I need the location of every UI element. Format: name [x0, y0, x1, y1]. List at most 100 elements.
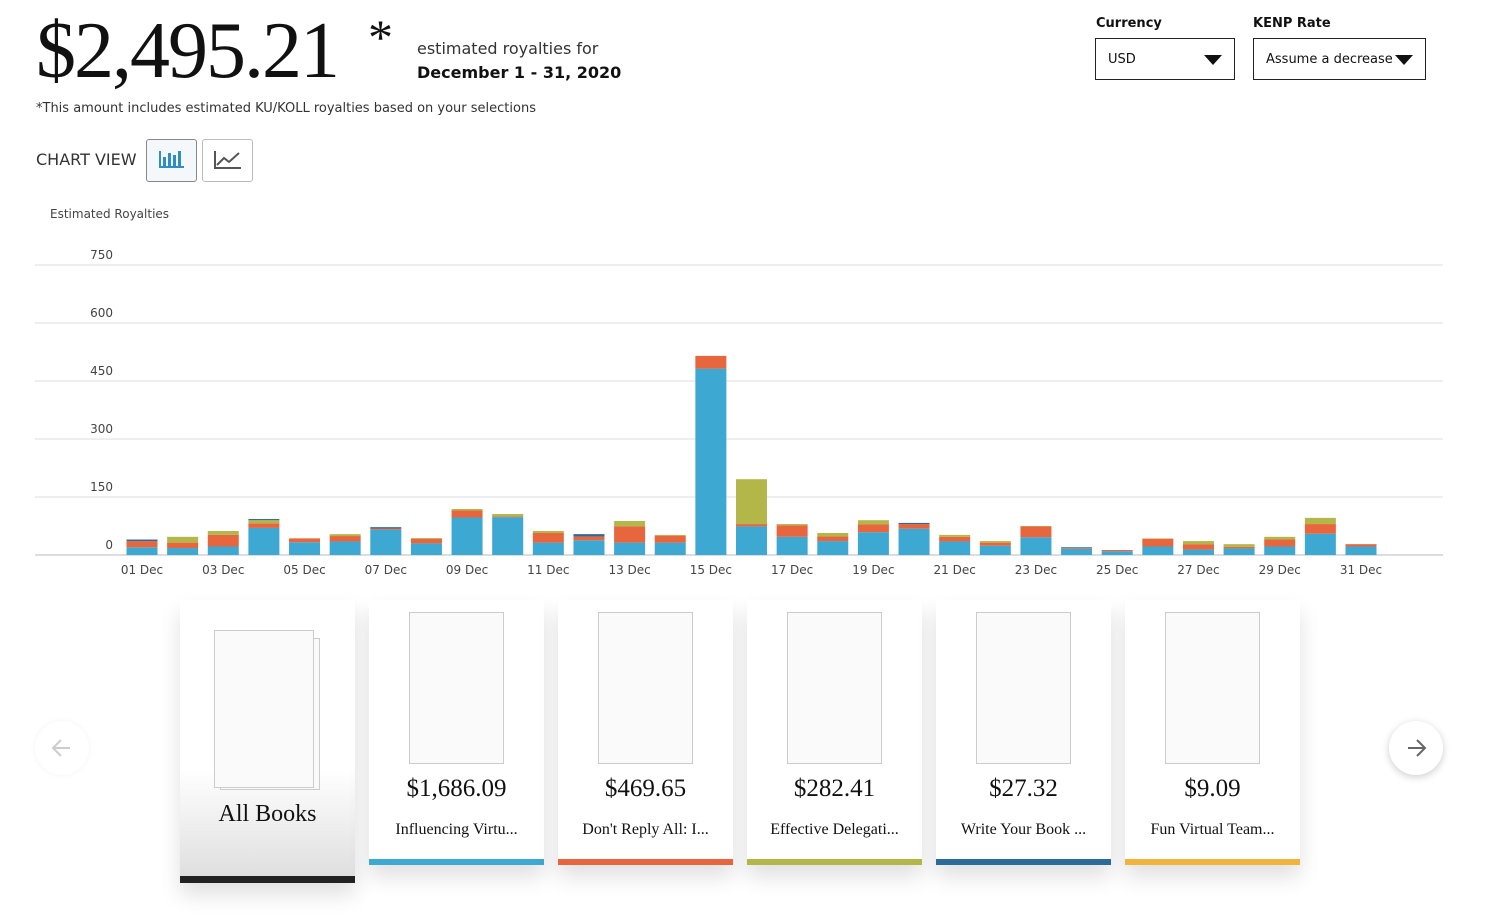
- line-view-button[interactable]: [202, 139, 253, 182]
- x-tick-label: 31 Dec: [1340, 563, 1382, 577]
- bar-segment: [370, 527, 402, 529]
- bar-segment: [979, 542, 1011, 546]
- cover: [1165, 612, 1260, 764]
- y-tick-label: 150: [90, 480, 113, 494]
- bar-segment: [1182, 541, 1214, 545]
- bar-segment: [410, 537, 442, 539]
- bar-segment: [573, 536, 605, 541]
- bar-segment: [817, 532, 849, 537]
- book-card[interactable]: $27.32 Write Your Book ...: [936, 600, 1111, 865]
- bar-segment: [1101, 551, 1133, 555]
- book-title: Don't Reply All: I...: [582, 821, 709, 838]
- y-tick-label: 750: [90, 248, 113, 262]
- bar-segment: [1182, 549, 1214, 555]
- prev-icon: [51, 739, 70, 757]
- line-icon: [214, 151, 241, 169]
- x-tick-label: 03 Dec: [202, 563, 244, 577]
- bar-segment: [207, 534, 239, 547]
- stripe: [936, 859, 1111, 865]
- stripe: [558, 859, 733, 865]
- bar-segment: [857, 532, 889, 555]
- bar-segment: [695, 355, 727, 369]
- bar-segment: [167, 536, 199, 543]
- x-tick-label: 21 Dec: [934, 563, 976, 577]
- bar-segment: [532, 531, 564, 533]
- currency-select[interactable]: USD: [1095, 38, 1235, 80]
- bar-segment: [1182, 544, 1214, 550]
- bar-segment: [979, 545, 1011, 555]
- bar-segment: [167, 548, 199, 555]
- bar-segment: [492, 514, 524, 517]
- bar-segment: [1101, 549, 1133, 552]
- bar-segment: [329, 541, 361, 555]
- x-tick-label: 15 Dec: [690, 563, 732, 577]
- bar-segment: [248, 527, 280, 555]
- bar-segment: [289, 538, 321, 543]
- y-tick-label: 0: [105, 538, 113, 552]
- bar-segment: [1304, 517, 1336, 525]
- bar-segment: [1345, 546, 1377, 555]
- bar-segment: [654, 542, 686, 555]
- book-royalty: $282.41: [793, 775, 876, 802]
- bar-segment: [654, 534, 686, 536]
- bar-segment: [370, 528, 402, 530]
- bar-segment: [126, 547, 158, 555]
- bar-view-button[interactable]: [146, 139, 197, 182]
- bar-segment: [979, 541, 1011, 543]
- bar-segment: [817, 541, 849, 555]
- bar-segment: [1264, 536, 1296, 540]
- bar-segment: [736, 479, 767, 525]
- next-button[interactable]: [1389, 721, 1443, 775]
- bar-segment: [614, 542, 646, 555]
- book-card[interactable]: $282.41 Effective Delegati...: [747, 600, 922, 865]
- all-books-label: All Books: [218, 801, 317, 827]
- x-tick-label: 01 Dec: [121, 563, 163, 577]
- bar-segment: [492, 516, 524, 518]
- bar-segment: [410, 543, 442, 555]
- bar-segment: [451, 517, 483, 555]
- bar-segment: [1345, 544, 1377, 547]
- bar-segment: [126, 541, 158, 548]
- currency-label: Currency: [1096, 16, 1162, 31]
- bar-segment: [248, 519, 280, 521]
- all-books-card[interactable]: All Books: [180, 600, 355, 883]
- bar-segment: [1142, 538, 1174, 547]
- book-royalty: $469.65: [604, 775, 687, 802]
- book-card[interactable]: $1,686.09 Influencing Virtu...: [369, 600, 544, 865]
- bar-segment: [207, 546, 239, 555]
- bar-segment: [614, 526, 646, 543]
- cover: [214, 630, 314, 788]
- prev-button[interactable]: [35, 721, 89, 775]
- book-card[interactable]: $469.65 Don't Reply All: I...: [558, 600, 733, 865]
- cover: [598, 612, 693, 764]
- kenp-label: KENP Rate: [1253, 16, 1331, 31]
- book-title: Influencing Virtu...: [395, 821, 518, 838]
- asterisk: *: [368, 9, 393, 65]
- bar-segment: [1020, 537, 1052, 555]
- kenp-select[interactable]: Assume a decrease: [1253, 38, 1426, 80]
- bar-segment: [126, 539, 158, 542]
- bar-segment: [939, 536, 971, 542]
- dropdown-arrow: [1395, 55, 1413, 65]
- bar-segment: [1061, 548, 1093, 555]
- cover: [409, 612, 504, 764]
- x-tick-label: 09 Dec: [446, 563, 488, 577]
- book-title: Write Your Book ...: [960, 821, 1087, 838]
- y-axis-title: Estimated Royalties: [50, 207, 169, 221]
- book-card[interactable]: $9.09 Fun Virtual Team...: [1125, 600, 1300, 865]
- bar-segment: [329, 536, 361, 542]
- bar-segment: [776, 524, 808, 526]
- stripe: [747, 859, 922, 865]
- dropdown-arrow: [1204, 55, 1222, 65]
- bar-segment: [1264, 539, 1296, 547]
- x-tick-label: 17 Dec: [771, 563, 813, 577]
- chart: Estimated Royalties 0 150 300 450 600 750 01 D…: [35, 207, 1443, 577]
- bar-segment: [451, 510, 483, 518]
- y-tick-label: 450: [90, 364, 113, 378]
- bar-segment: [1142, 546, 1174, 555]
- book-royalty: $9.09: [1184, 775, 1241, 802]
- bar-segment: [898, 522, 930, 525]
- note: *This amount includes estimated KU/KOLL …: [36, 101, 536, 116]
- book-royalty: $27.32: [989, 775, 1058, 802]
- bar-segment: [289, 542, 321, 555]
